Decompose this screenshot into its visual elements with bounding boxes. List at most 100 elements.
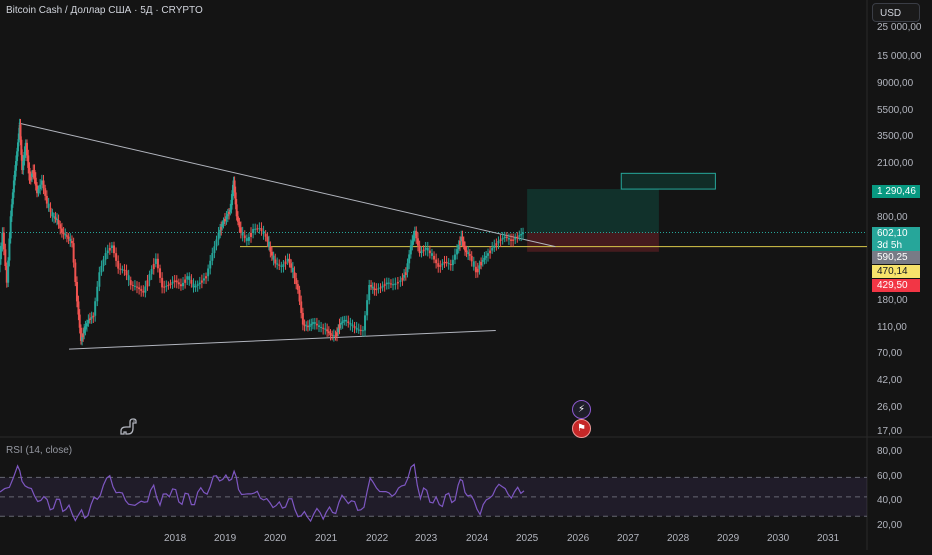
candle-body bbox=[403, 275, 405, 278]
candle-body bbox=[242, 233, 244, 236]
candle-body bbox=[83, 329, 85, 333]
candle-body bbox=[74, 263, 76, 282]
candle-body bbox=[480, 262, 482, 265]
rsi-axis-label: 80,00 bbox=[877, 446, 902, 457]
candle-body bbox=[405, 272, 407, 275]
candle-body bbox=[441, 264, 443, 266]
candle-body bbox=[471, 256, 473, 261]
candle-body bbox=[397, 282, 399, 284]
stop-price-badge: 429,50 bbox=[872, 279, 920, 292]
candle-body bbox=[61, 228, 63, 232]
candle-body bbox=[318, 325, 320, 327]
candle-body bbox=[420, 251, 422, 253]
candle-body bbox=[207, 268, 209, 276]
candle-body bbox=[132, 285, 134, 286]
candle-body bbox=[354, 326, 356, 328]
candle-body bbox=[295, 278, 297, 284]
candle-body bbox=[197, 284, 199, 286]
candle-body bbox=[107, 251, 109, 254]
candle-body bbox=[59, 224, 61, 228]
candle-body bbox=[377, 288, 379, 289]
candle-body bbox=[452, 260, 454, 265]
candle-body bbox=[136, 287, 138, 288]
candle-body bbox=[69, 239, 71, 241]
price-axis-label: 70,00 bbox=[877, 348, 902, 359]
candle-body bbox=[406, 263, 408, 272]
candle-body bbox=[340, 323, 342, 325]
candle-body bbox=[454, 254, 456, 259]
candle-body bbox=[46, 196, 48, 204]
candle-body bbox=[92, 316, 94, 317]
candle-body bbox=[493, 246, 495, 248]
candle-body bbox=[109, 248, 111, 251]
time-axis-label: 2022 bbox=[366, 533, 388, 544]
candle-body bbox=[497, 241, 499, 243]
candle-body bbox=[425, 248, 427, 250]
candle-body bbox=[263, 231, 265, 234]
candle-body bbox=[76, 282, 78, 301]
candle-body bbox=[338, 325, 340, 329]
time-axis-label: 2027 bbox=[617, 533, 639, 544]
candle-body bbox=[98, 272, 100, 286]
candle-body bbox=[520, 234, 522, 235]
currency-selector-button[interactable]: USD bbox=[872, 3, 920, 22]
candle-body bbox=[26, 143, 28, 156]
candle-body bbox=[128, 275, 130, 280]
candle-body bbox=[290, 263, 292, 267]
candle-body bbox=[351, 325, 353, 327]
candle-body bbox=[368, 285, 370, 300]
candle-body bbox=[134, 286, 136, 287]
candle-body bbox=[48, 204, 50, 208]
time-axis-label: 2023 bbox=[415, 533, 437, 544]
candle-body bbox=[184, 280, 186, 283]
candle-body bbox=[39, 185, 41, 189]
candle-body bbox=[477, 269, 479, 272]
candle-body bbox=[285, 261, 287, 264]
rsi-axis-label: 60,00 bbox=[877, 471, 902, 482]
candle-body bbox=[343, 320, 345, 322]
position-profit-zone bbox=[527, 189, 659, 232]
price-axis-label: 5500,00 bbox=[877, 105, 913, 116]
candle-body bbox=[216, 240, 218, 247]
candle-body bbox=[221, 224, 223, 227]
position-loss-zone bbox=[527, 233, 659, 252]
candle-body bbox=[190, 280, 192, 284]
candle-body bbox=[84, 326, 86, 329]
candle-body bbox=[276, 263, 278, 264]
time-axis-label: 2018 bbox=[164, 533, 186, 544]
candle-body bbox=[165, 286, 167, 287]
candle-body bbox=[246, 238, 248, 241]
time-axis-label: 2031 bbox=[817, 533, 839, 544]
candle-body bbox=[126, 270, 128, 275]
candle-body bbox=[280, 266, 282, 267]
candle-body bbox=[138, 287, 140, 289]
candle-body bbox=[44, 188, 46, 196]
candle-body bbox=[423, 250, 425, 252]
candle-body bbox=[23, 152, 25, 161]
candle-body bbox=[324, 329, 326, 330]
candle-body bbox=[149, 274, 151, 280]
candle-body bbox=[302, 313, 304, 325]
candle-body bbox=[375, 289, 377, 290]
flag-icon[interactable]: ⚑ bbox=[572, 419, 591, 438]
lightning-icon[interactable]: ⚡ bbox=[572, 400, 591, 419]
candle-body bbox=[309, 325, 311, 327]
candle-body bbox=[349, 323, 351, 325]
candle-body bbox=[300, 301, 302, 313]
candle-body bbox=[96, 287, 98, 301]
price-axis-label: 17,00 bbox=[877, 426, 902, 437]
candle-body bbox=[362, 330, 364, 331]
candle-body bbox=[464, 246, 466, 251]
candle-body bbox=[266, 237, 268, 242]
candle-body bbox=[518, 235, 520, 236]
candle-body bbox=[372, 287, 374, 289]
candle-body bbox=[64, 234, 66, 235]
candle-body bbox=[320, 327, 322, 328]
candle-body bbox=[258, 228, 260, 229]
candle-body bbox=[199, 283, 201, 285]
candle-body bbox=[419, 246, 421, 253]
candle-body bbox=[514, 238, 516, 239]
candle-body bbox=[238, 222, 240, 227]
